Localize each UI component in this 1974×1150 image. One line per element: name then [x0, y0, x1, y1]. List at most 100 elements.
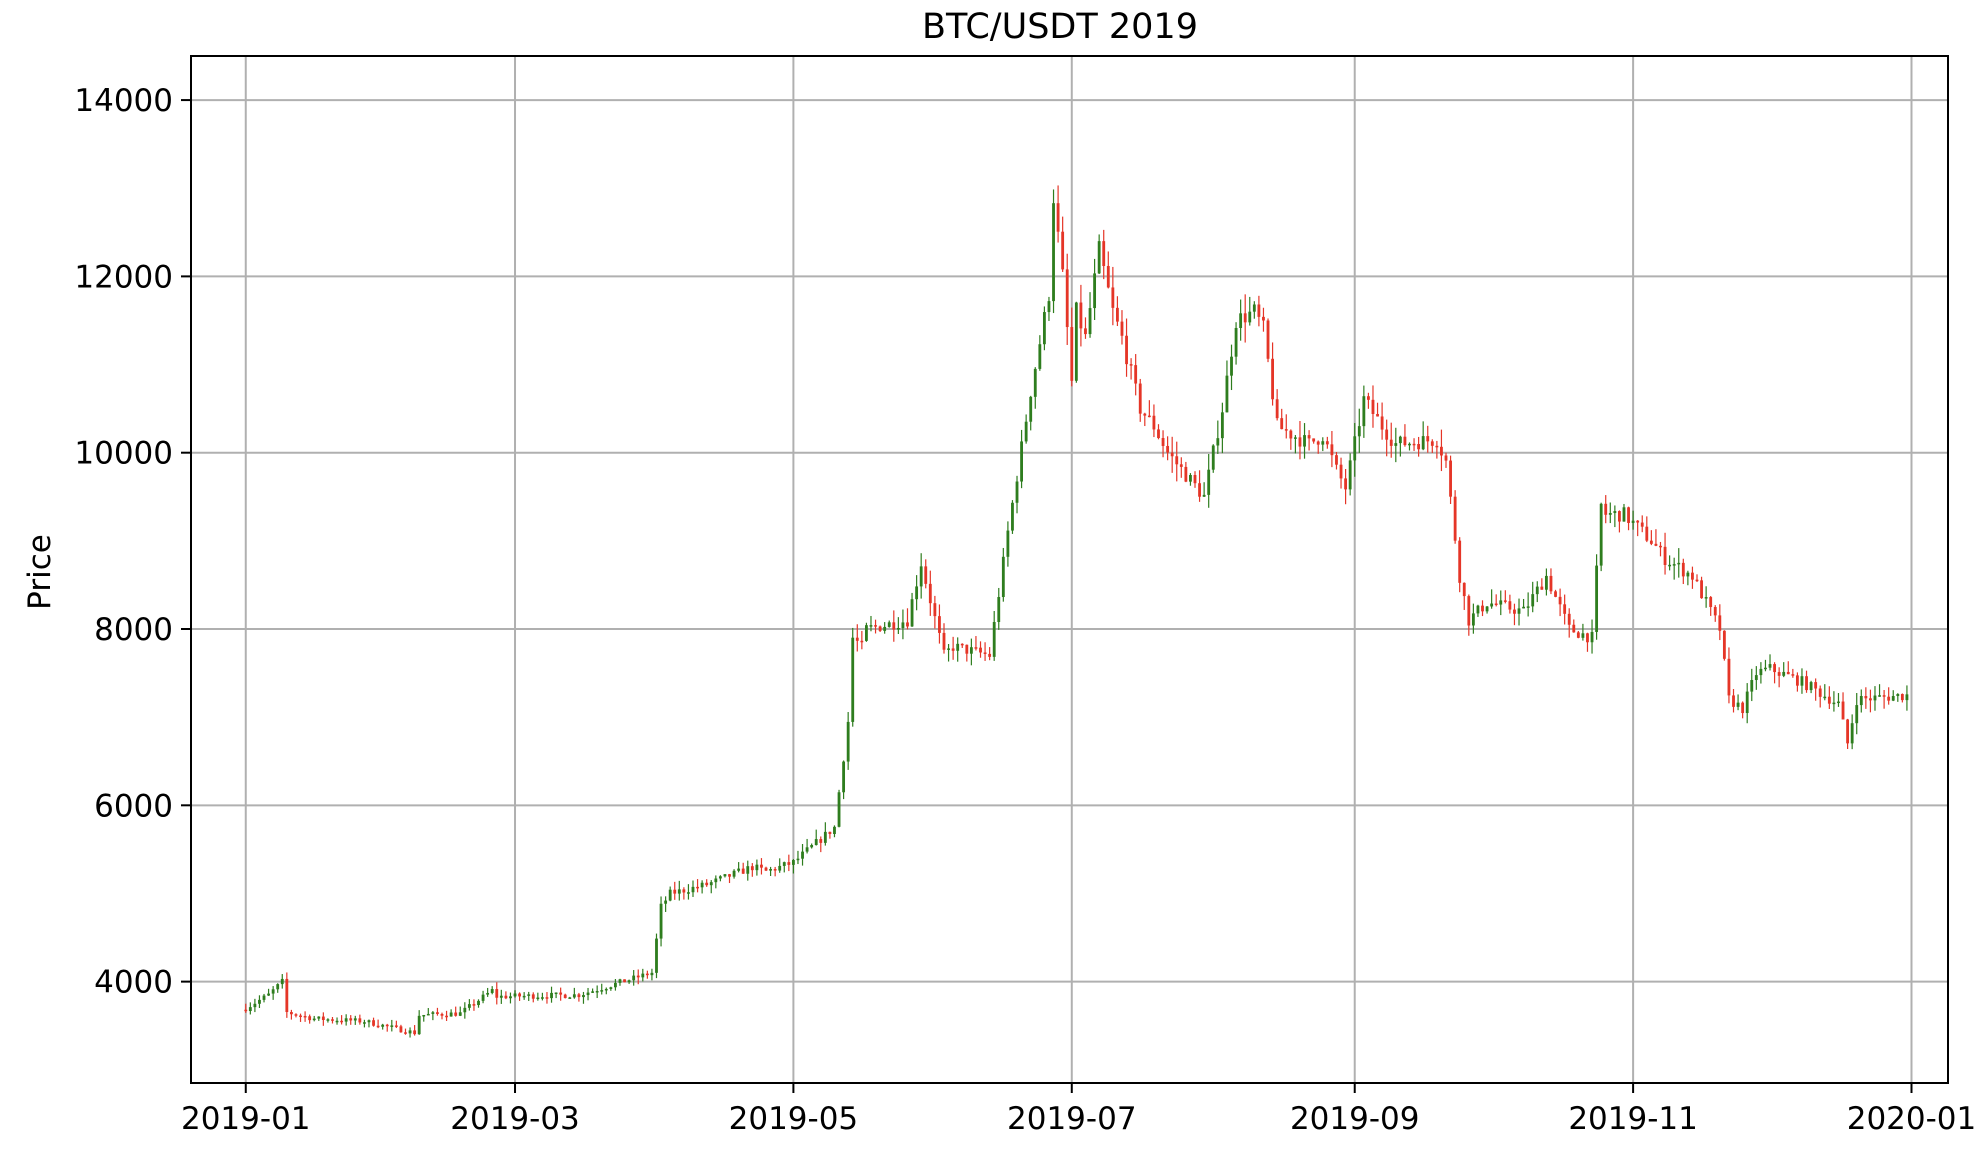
candle-body-down: [413, 1030, 417, 1035]
candle-body-up: [778, 865, 782, 871]
candle-body-down: [1618, 511, 1621, 522]
candle-body-up: [1408, 443, 1411, 446]
candle-body-down: [303, 1015, 307, 1018]
candle-body-up: [1202, 494, 1206, 497]
candle-body-up: [1024, 421, 1028, 442]
candle-body-up: [1189, 475, 1192, 482]
candle-body-down: [933, 603, 937, 617]
candle-body-up: [1042, 312, 1046, 345]
candle-body-down: [1563, 604, 1567, 614]
candle-body-down: [436, 1012, 439, 1014]
candle-body-down: [1576, 632, 1580, 638]
candle-body-up: [823, 831, 827, 843]
candle-body-up: [1622, 507, 1626, 522]
candle-body-down: [1864, 696, 1868, 699]
candle-body-up: [490, 989, 494, 993]
candle-body-down: [1111, 287, 1115, 308]
candle-body-up: [1248, 311, 1252, 323]
x-tick-label: 2019-01: [181, 1101, 311, 1137]
candle-body-down: [1604, 503, 1608, 515]
candle-body-up: [956, 643, 960, 651]
candle-body-down: [358, 1018, 362, 1023]
candle-body-down: [1134, 365, 1138, 384]
y-axis-label: Price: [22, 534, 58, 610]
candle-body-up: [1020, 441, 1023, 482]
candle-body-down: [924, 566, 928, 584]
candle-body-up: [1052, 203, 1055, 302]
candle-body-down: [928, 583, 932, 604]
candle-body-down: [1056, 203, 1060, 232]
candle-body-up: [842, 761, 846, 793]
candle-body-up: [463, 1007, 467, 1013]
candle-body-down: [1586, 633, 1589, 643]
candle-body-down: [495, 989, 499, 998]
candle-body-up: [1544, 575, 1548, 590]
candle-body-down: [440, 1013, 444, 1016]
candle-body-up: [887, 622, 891, 627]
candle-body-down: [1814, 682, 1818, 689]
candle-body-up: [1668, 564, 1672, 567]
candle-body-down: [518, 993, 521, 997]
candle-body-down: [1467, 596, 1471, 626]
candle-body-up: [572, 994, 576, 998]
candle-body-up: [312, 1018, 316, 1021]
candle-body-up: [641, 973, 645, 978]
candle-body-up: [582, 995, 585, 998]
candle-body-up: [367, 1020, 371, 1023]
candle-body-up: [381, 1024, 385, 1027]
candle-body-down: [1494, 603, 1498, 606]
candle-body-down: [1330, 444, 1334, 456]
candle-body-down: [1462, 582, 1466, 597]
candle-body-up: [791, 860, 795, 865]
candle-body-up: [1015, 481, 1019, 503]
candle-body-up: [1490, 603, 1494, 607]
candle-body-up: [919, 566, 923, 587]
candle-body-up: [1832, 702, 1836, 705]
candle-body-down: [1061, 231, 1065, 270]
candle-body-up: [814, 839, 818, 846]
candle-body-up: [655, 938, 658, 973]
candle-body-up: [280, 978, 284, 985]
candle-body-up: [618, 979, 622, 983]
candle-body-down: [1640, 522, 1644, 527]
candle-body-down: [372, 1020, 375, 1026]
candle-body-down: [1695, 579, 1699, 582]
candle-body-up: [1809, 682, 1813, 691]
candle-body-down: [1713, 607, 1717, 616]
candle-body-up: [632, 975, 636, 981]
candle-body-up: [1672, 564, 1676, 566]
candle-body-up: [851, 637, 855, 722]
grid-lines: [191, 56, 1948, 1083]
candle-body-down: [294, 1014, 298, 1016]
candle-body-down: [1266, 320, 1270, 359]
candle-body-down: [1417, 444, 1421, 450]
plot-frame: [190, 55, 1949, 1084]
candle-body-up: [1033, 368, 1037, 397]
candle-body-up: [276, 984, 280, 990]
candle-body-up: [668, 889, 672, 901]
candle-body-up: [1234, 327, 1238, 357]
candle-body-up: [1686, 572, 1690, 577]
candle-body-down: [1430, 441, 1434, 446]
candle-body-down: [874, 625, 877, 627]
candle-body-down: [545, 997, 549, 999]
candle-body-down: [1403, 436, 1407, 446]
candle-body-down: [1280, 418, 1284, 430]
candle-body-down: [1869, 698, 1872, 701]
candle-body-up: [426, 1013, 430, 1016]
candle-body-down: [472, 1004, 476, 1006]
candle-body-up: [1704, 597, 1708, 599]
candle-body-up: [691, 886, 695, 893]
candle-body-up: [782, 862, 786, 866]
candle-body-up: [1891, 696, 1895, 701]
candle-body-down: [1175, 456, 1179, 465]
candle-body-down: [1116, 307, 1119, 322]
candle-body-down: [1741, 702, 1745, 714]
candle-body-down: [1841, 701, 1845, 720]
candle-body-up: [1535, 586, 1539, 595]
candle-body-up: [1006, 530, 1010, 557]
candle-body-up: [262, 995, 266, 1000]
candle-body-up: [865, 625, 868, 641]
candle-body-up: [595, 991, 599, 993]
